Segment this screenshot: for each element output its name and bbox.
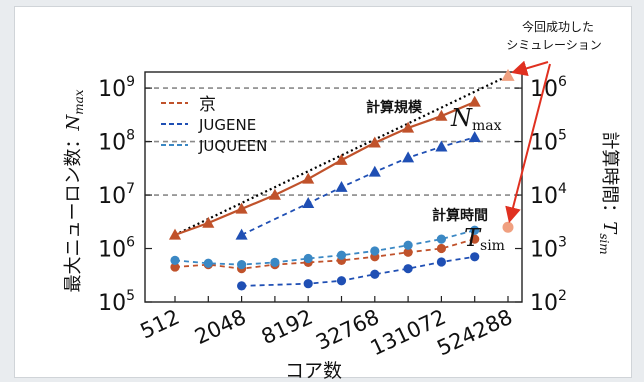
plot-frame	[144, 71, 523, 303]
y-left-tick-label-0: 105	[98, 288, 135, 316]
series-1-point-4	[402, 151, 415, 163]
series-3-point-5	[436, 257, 446, 267]
legend-label-2: JUQUEEN	[198, 137, 267, 155]
series-0-point-7	[402, 121, 415, 133]
series-0-point-6	[368, 136, 381, 148]
series-3-point-3	[370, 269, 380, 279]
series-0-point-8	[435, 109, 448, 121]
series-4-point-3	[270, 257, 280, 268]
series-0-point-5	[335, 153, 348, 165]
series-1-point-1	[302, 197, 315, 209]
time-annotation: 計算時間	[432, 207, 488, 224]
series-4-point-6	[370, 246, 380, 256]
x-tick-label-5: 524288	[433, 305, 516, 361]
series-1-point-2	[335, 180, 348, 192]
series-4-point-8	[436, 234, 446, 244]
y-left-tick-label-3: 108	[98, 128, 135, 156]
y-left-axis-title: 最大ニューロン数：Nmax	[63, 89, 86, 292]
y-right-tick-label-2: 104	[530, 181, 567, 209]
series-2-point-9	[470, 234, 480, 244]
series-0-point-2	[235, 202, 248, 214]
y-right-tick-label-0: 102	[530, 288, 567, 316]
y-right-axis-title: 計算時間：Tsim	[597, 131, 620, 254]
size-symbol: Nmax	[450, 104, 502, 134]
y-left-tick-label-4: 109	[98, 74, 135, 102]
series-4-point-9	[470, 225, 480, 235]
series-2-point-7	[403, 247, 413, 257]
x-axis-title: コア数	[285, 360, 342, 382]
y-left-tick-label-1: 106	[98, 235, 135, 263]
special-point-0	[501, 68, 515, 81]
special-point-1	[502, 221, 514, 233]
series-2-point-8	[436, 243, 446, 254]
series-4-point-0	[170, 255, 180, 265]
series-0-point-9	[468, 95, 481, 107]
x-tick-label-0: 512	[137, 305, 183, 344]
x-tick-label-4: 131072	[367, 305, 450, 361]
series-0-point-4	[302, 172, 315, 184]
series-1-point-5	[435, 140, 448, 152]
series-3-point-4	[403, 264, 413, 274]
series-3-point-6	[470, 252, 480, 262]
series-1-point-6	[468, 131, 481, 143]
series-4-point-5	[336, 250, 347, 260]
series-4-point-4	[303, 253, 313, 264]
callout-arrow-1	[505, 63, 551, 224]
x-tick-label-2: 8192	[258, 305, 317, 349]
series-3-point-0	[237, 281, 247, 291]
x-tick-label-1: 2048	[191, 305, 250, 349]
series-4-point-7	[403, 240, 413, 250]
series-4-line	[174, 229, 475, 266]
series-3-point-2	[336, 276, 347, 286]
callout-line-1: シミュレーション	[506, 38, 602, 52]
series-4-point-2	[237, 260, 247, 270]
series-0-line	[174, 100, 476, 236]
callout-line-0: 今回成功した	[522, 19, 594, 34]
callout-arrow-0	[511, 60, 549, 77]
y-left-tick-label-2: 107	[98, 181, 135, 209]
series-1-point-0	[235, 228, 248, 240]
series-3-point-1	[303, 279, 313, 289]
time-symbol: Tsim	[464, 224, 505, 254]
series-0-point-0	[168, 228, 182, 240]
y-right-tick-label-1: 103	[530, 235, 567, 263]
legend-label-1: JUGENE	[198, 116, 256, 134]
scaling-reference-line	[174, 74, 509, 236]
series-4-point-1	[203, 258, 213, 268]
legend-label-0: 京	[199, 95, 216, 115]
series-0-point-1	[202, 216, 215, 228]
series-0-point-3	[268, 188, 281, 200]
series-2-point-0	[170, 262, 180, 272]
size-annotation: 計算規模	[366, 99, 423, 116]
y-right-tick-label-3: 105	[530, 128, 567, 156]
y-right-tick-label-4: 106	[530, 74, 567, 102]
series-1-point-3	[368, 165, 381, 177]
